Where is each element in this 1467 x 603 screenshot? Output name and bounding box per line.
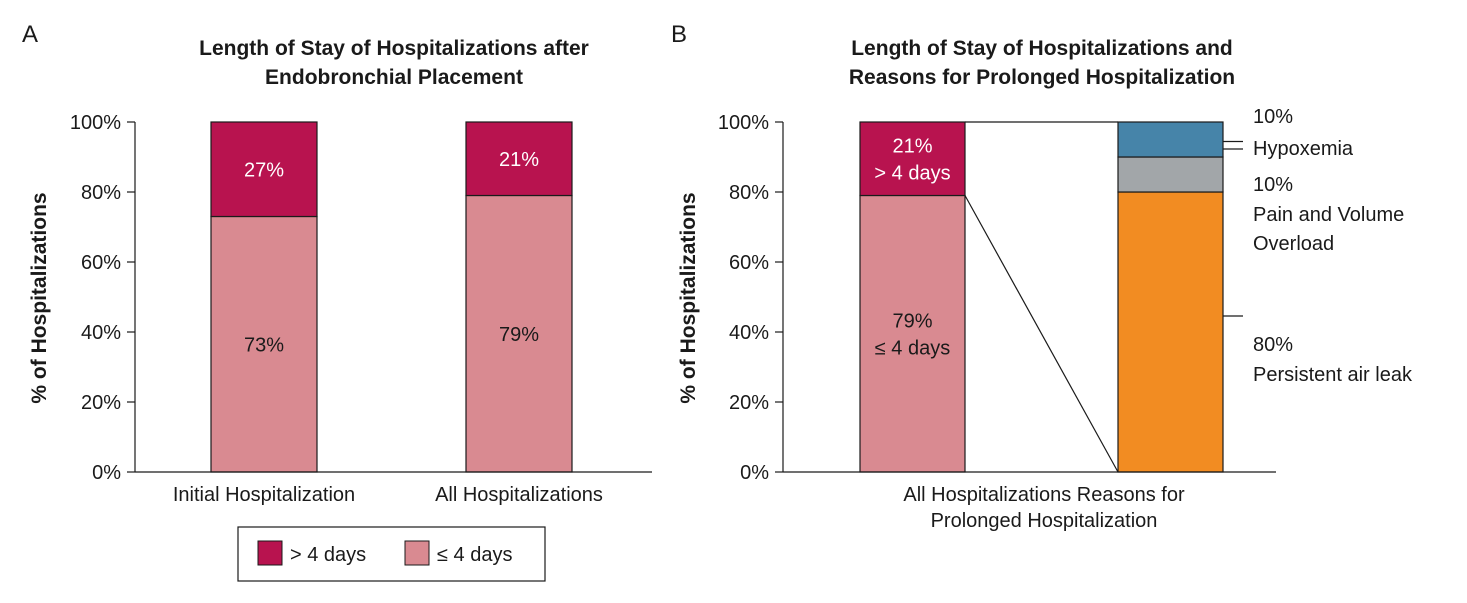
legend-swatch-le4 bbox=[404, 540, 430, 566]
y-tick-label: 40% bbox=[729, 322, 769, 344]
panel-a: A Length of Stay of Hospitalizations aft… bbox=[22, 21, 652, 582]
y-tick-label: 100% bbox=[70, 112, 121, 134]
y-tick-label: 40% bbox=[81, 322, 121, 344]
bar-value-label: 79% bbox=[892, 310, 932, 332]
panel-a-category-labels: Initial Hospitalization All Hospitalizati… bbox=[173, 484, 603, 506]
panel-b-bars: 79% ≤ 4 days 21% > 4 days bbox=[859, 121, 1224, 473]
y-tick-label: 0% bbox=[740, 462, 769, 484]
panel-b-y-axis-label: % of Hospitalizations bbox=[677, 192, 700, 403]
reason-label: Pain and Volume bbox=[1253, 204, 1404, 226]
panel-a-y-axis-label: % of Hospitalizations bbox=[28, 192, 51, 403]
panel-b-reason-labels: 80% Persistent air leak 10% Pain and Volume… bbox=[1223, 106, 1413, 386]
panel-b-x-label-line-2: Prolonged Hospitalization bbox=[931, 510, 1158, 532]
bar-segment bbox=[465, 121, 573, 197]
x-category-label: Initial Hospitalization bbox=[173, 484, 355, 506]
bar-segment bbox=[1117, 156, 1224, 193]
legend-box bbox=[237, 526, 546, 582]
panel-a-bars: 73% 27% 79% 21% bbox=[210, 121, 573, 473]
y-tick-label: 80% bbox=[81, 182, 121, 204]
panel-a-title-line-1: Length of Stay of Hospitalizations after bbox=[199, 37, 589, 60]
panel-b-x-label-line-1: All Hospitalizations Reasons for bbox=[903, 484, 1185, 506]
reason-percent-label: 80% bbox=[1253, 334, 1293, 356]
y-tick-label: 100% bbox=[718, 112, 769, 134]
bar-value-label: 21% bbox=[499, 149, 539, 171]
bar-segment bbox=[859, 121, 966, 197]
reason-percent-label: 10% bbox=[1253, 106, 1293, 128]
panel-b-title-line-2: Reasons for Prolonged Hospitalization bbox=[849, 66, 1235, 89]
reason-percent-label: 10% bbox=[1253, 174, 1293, 196]
y-tick-label: 0% bbox=[92, 462, 121, 484]
panel-b-y-ticks: 0% 20% 40% 60% 80% 100% bbox=[718, 112, 783, 484]
y-tick-label: 80% bbox=[729, 182, 769, 204]
reason-label: Overload bbox=[1253, 233, 1334, 255]
panel-b-title-line-1: Length of Stay of Hospitalizations and bbox=[851, 37, 1233, 60]
bar-value-label: 21% bbox=[892, 135, 932, 157]
panel-b: B Length of Stay of Hospitalizations and… bbox=[671, 21, 1413, 532]
bar-segment bbox=[210, 121, 318, 218]
x-category-label: All Hospitalizations bbox=[435, 484, 603, 506]
bar-segment bbox=[859, 194, 966, 473]
panel-a-title-line-2: Endobronchial Placement bbox=[265, 66, 523, 89]
legend-label-le4: ≤ 4 days bbox=[437, 544, 512, 566]
y-tick-label: 20% bbox=[729, 392, 769, 414]
panel-b-letter: B bbox=[671, 21, 687, 48]
connector-line-bottom bbox=[964, 195, 1119, 473]
bar-segment bbox=[1117, 121, 1224, 158]
bar-value-label: 73% bbox=[244, 334, 284, 356]
bar-value-label: 27% bbox=[244, 159, 284, 181]
panel-b-axes bbox=[782, 122, 1276, 473]
panel-a-letter: A bbox=[22, 21, 38, 48]
bar-segment bbox=[1117, 191, 1224, 473]
reason-label: Persistent air leak bbox=[1253, 364, 1413, 386]
legend-label-gt4: > 4 days bbox=[290, 544, 366, 566]
panel-a-axes bbox=[134, 122, 652, 473]
bar-value-label: > 4 days bbox=[874, 162, 950, 184]
y-tick-label: 60% bbox=[81, 252, 121, 274]
bar-value-label: ≤ 4 days bbox=[875, 337, 950, 359]
bar-segment bbox=[465, 194, 573, 473]
y-tick-label: 60% bbox=[729, 252, 769, 274]
legend-swatch-gt4 bbox=[257, 540, 283, 566]
panel-a-y-ticks: 0% 20% 40% 60% 80% 100% bbox=[70, 112, 135, 484]
legend: > 4 days ≤ 4 days bbox=[237, 526, 546, 582]
y-tick-label: 20% bbox=[81, 392, 121, 414]
bar-value-label: 79% bbox=[499, 324, 539, 346]
reason-label: Hypoxemia bbox=[1253, 138, 1354, 160]
